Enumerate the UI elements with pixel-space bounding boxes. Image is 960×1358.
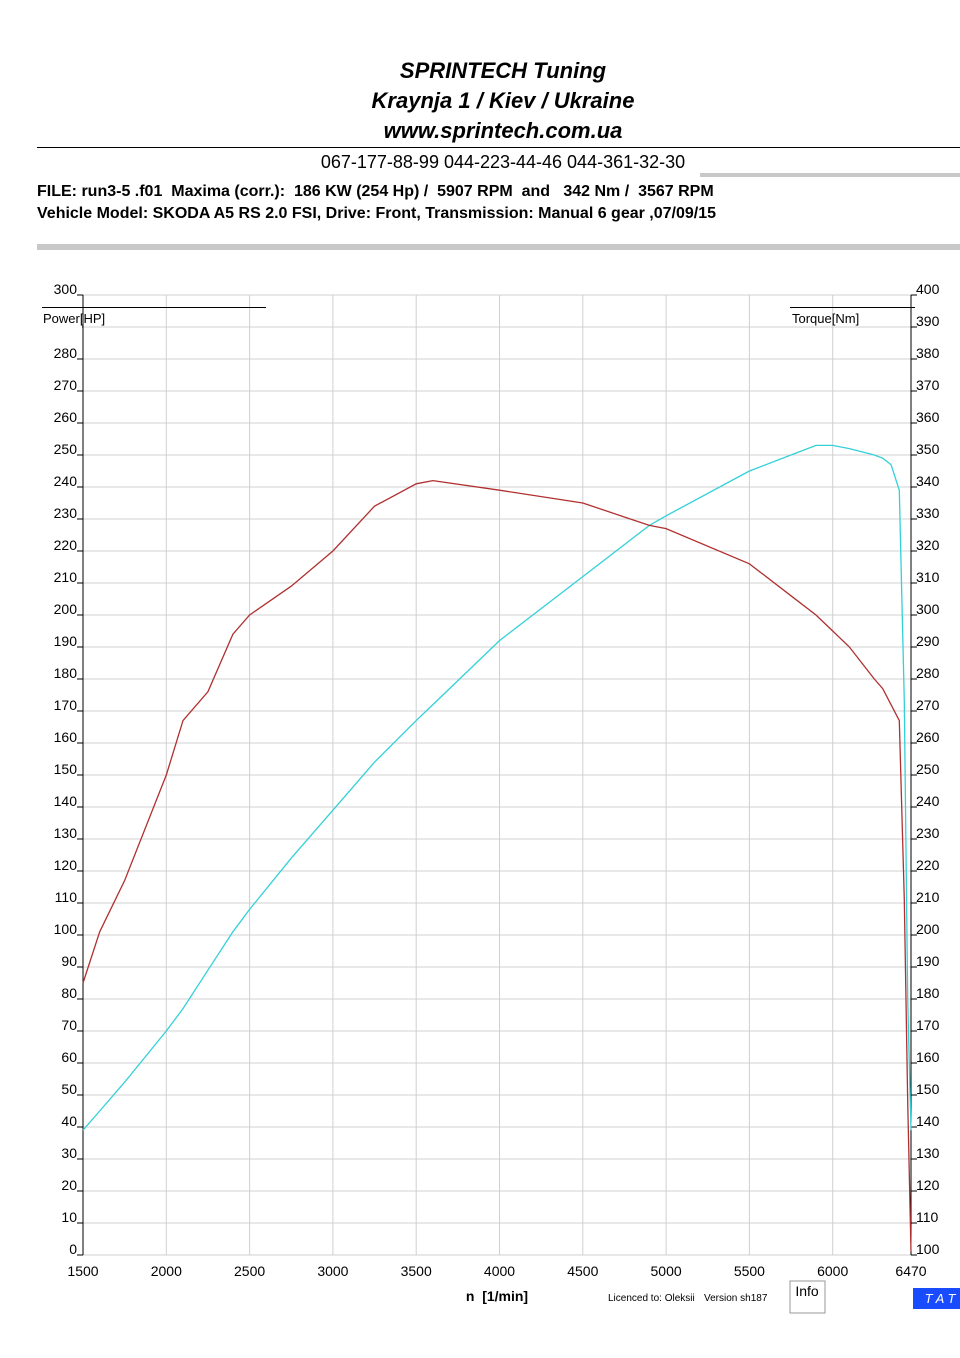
y2-tick-label: 260	[916, 729, 940, 745]
y-tick-label: 300	[54, 281, 78, 297]
y2-tick-label: 140	[916, 1113, 940, 1129]
plot: 0 10 20 30 40 50 60 70 80 90 100 110 120 130 140 150 160…	[42, 281, 940, 1304]
y2-tick-label: 300	[916, 601, 940, 617]
y-tick-label: 40	[61, 1113, 77, 1129]
y-tick-label: 170	[54, 697, 78, 713]
y2-tick-label: 320	[916, 537, 940, 553]
y-tick-label: 210	[54, 569, 78, 585]
y-tick-label: 90	[61, 953, 77, 969]
y2-tick-label: 400	[916, 281, 940, 297]
y-tick-label: 260	[54, 409, 78, 425]
info-button[interactable]: Info	[795, 1283, 819, 1299]
tat-badge	[913, 1288, 960, 1309]
header-url: www.sprintech.com.ua	[384, 118, 623, 143]
x-axis-label: n [1/min]	[466, 1288, 528, 1304]
y-tick-label: 160	[54, 729, 78, 745]
y2-tick-label: 190	[916, 953, 940, 969]
y-tick-label: 180	[54, 665, 78, 681]
y2-tick-label: 240	[916, 793, 940, 809]
y2-tick-label: 270	[916, 697, 940, 713]
y2-tick-label: 290	[916, 633, 940, 649]
y2-tick-label: 350	[916, 441, 940, 457]
y-tick-label: 30	[61, 1145, 77, 1161]
header-phones: 067-177-88-99 044-223-44-46 044-361-32-3…	[321, 152, 685, 172]
y-tick-label: 120	[54, 857, 78, 873]
y-tick-label: 250	[54, 441, 78, 457]
y-axis-label: Power[HP]	[43, 311, 105, 326]
y-tick-label: 280	[54, 345, 78, 361]
y-tick-label: 0	[69, 1241, 77, 1257]
y2-tick-label: 310	[916, 569, 940, 585]
y-tick-label: 190	[54, 633, 78, 649]
y2-tick-label: 220	[916, 857, 940, 873]
y2-tick-label: 370	[916, 377, 940, 393]
info-button-frame[interactable]	[789, 1280, 826, 1314]
y-tick-label: 230	[54, 505, 78, 521]
x-tick-label: 5000	[651, 1263, 682, 1279]
y-tick-label: 100	[54, 921, 78, 937]
y2-tick-label: 390	[916, 313, 940, 329]
header-title: SPRINTECH Tuning	[400, 58, 607, 83]
rule	[37, 244, 960, 250]
y-tick-label: 80	[61, 985, 77, 1001]
y2-tick-label: 330	[916, 505, 940, 521]
y2-tick-label: 180	[916, 985, 940, 1001]
licence: Licenced to: Oleksii	[608, 1293, 695, 1304]
y-tick-label: 220	[54, 537, 78, 553]
y-tick-label: 270	[54, 377, 78, 393]
y2-tick-label: 130	[916, 1145, 940, 1161]
x-tick-label: 2000	[151, 1263, 182, 1279]
vehicle-info: Vehicle Model: SKODA A5 RS 2.0 FSI, Driv…	[37, 205, 716, 222]
x-tick-label: 3500	[401, 1263, 432, 1279]
y-tick-label: 70	[61, 1017, 77, 1033]
legend-box	[42, 308, 82, 328]
y2-tick-label: 200	[916, 921, 940, 937]
tat-label: T A T	[925, 1291, 957, 1306]
file-info: FILE: run3-5 .f01 Maxima (corr.): 186 KW…	[37, 183, 714, 200]
rule	[700, 173, 960, 177]
x-tick-label: 6470	[895, 1263, 926, 1279]
y-tick-label: 130	[54, 825, 78, 841]
header-address: Kraynja 1 / Kiev / Ukraine	[372, 88, 635, 113]
y-tick-label: 110	[55, 889, 78, 905]
x-tick-label: 3000	[317, 1263, 348, 1279]
y2-tick-label: 380	[916, 345, 940, 361]
y2-tick-label: 160	[916, 1049, 940, 1065]
y-tick-label: 150	[54, 761, 78, 777]
y2-axis-label: Torque[Nm]	[792, 311, 859, 326]
series-line	[82, 479, 912, 1252]
y-tick-label: 200	[54, 601, 78, 617]
y2-tick-label: 170	[916, 1017, 940, 1033]
x-tick-label: 5500	[734, 1263, 765, 1279]
y-tick-label: 140	[54, 793, 78, 809]
y2-tick-label: 210	[916, 889, 940, 905]
y2-tick-label: 280	[916, 665, 940, 681]
y2-tick-label: 250	[916, 761, 940, 777]
x-tick-label: 2500	[234, 1263, 265, 1279]
y2-tick-label: 100	[916, 1241, 940, 1257]
series-line	[82, 444, 912, 1131]
x-tick-label: 1500	[67, 1263, 98, 1279]
y-tick-label: 10	[61, 1209, 77, 1225]
y2-tick-label: 230	[916, 825, 940, 841]
y2-tick-label: 360	[916, 409, 940, 425]
x-tick-label: 4000	[484, 1263, 515, 1279]
x-tick-label: 6000	[817, 1263, 848, 1279]
x-tick-label: 4500	[567, 1263, 598, 1279]
y-tick-label: 20	[61, 1177, 77, 1193]
y-tick-label: 50	[61, 1081, 77, 1097]
y-tick-label: 240	[54, 473, 78, 489]
y2-tick-label: 110	[916, 1209, 939, 1225]
y2-tick-label: 150	[916, 1081, 940, 1097]
y2-tick-label: 120	[916, 1177, 940, 1193]
version: Version sh187	[704, 1293, 768, 1304]
y2-tick-label: 340	[916, 473, 940, 489]
y-tick-label: 60	[61, 1049, 77, 1065]
